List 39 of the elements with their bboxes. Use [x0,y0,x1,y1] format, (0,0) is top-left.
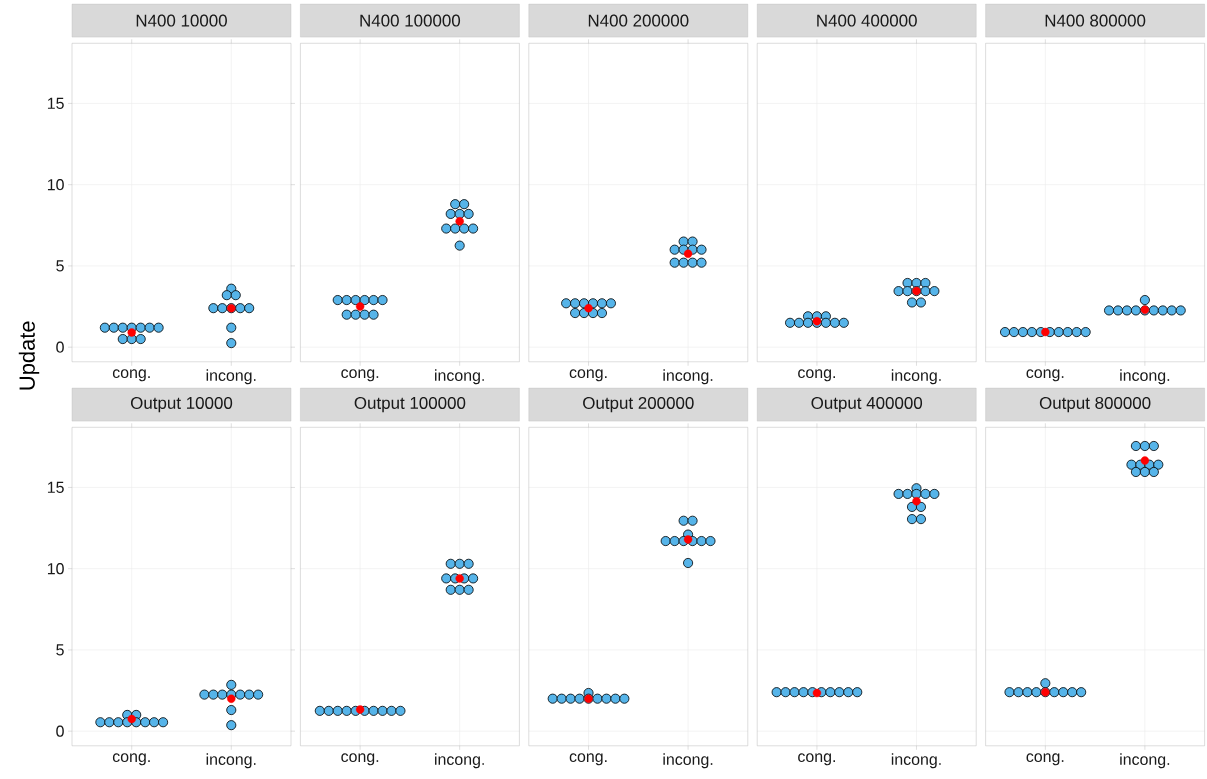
chart-title: Output 400000 [811,396,923,413]
x-tick-label: incong. [891,369,941,385]
x-tick-label: cong. [341,753,379,766]
y-tick-label: 5 [56,260,64,272]
y-tick-label: 0 [56,725,64,737]
x-tick-label: cong. [1026,753,1064,766]
chart-title: N400 10000 [136,14,227,27]
x-tick-label: cong. [1026,369,1064,382]
x-tick-label: incong. [1120,369,1170,385]
chart-title: N400 100000 [360,14,461,27]
x-tick-label: incong. [206,753,256,769]
x-tick-label: incong. [206,369,256,385]
x-tick-label: cong. [112,369,150,382]
x-tick-label: cong. [798,369,835,382]
x-tick-label: incong. [435,753,484,769]
x-tick-label: cong. [341,369,379,382]
x-tick-label: cong. [112,753,150,766]
x-tick-label: incong. [663,753,713,769]
y-tick-label: 0 [56,341,64,353]
x-tick-label: cong. [798,753,835,766]
chart-title: Output 800000 [1039,396,1151,413]
chart-title: Output 200000 [583,396,694,413]
x-tick-label: incong. [663,369,713,385]
y-tick-label: 10 [47,563,64,575]
chart-title: N400 400000 [817,14,917,27]
x-tick-label: cong. [569,753,607,766]
chart-title: N400 200000 [588,14,689,27]
x-tick-label: incong. [1120,753,1170,769]
y-tick-label: 10 [47,179,64,191]
x-tick-label: incong. [891,753,941,769]
x-tick-label: incong. [435,369,484,385]
chart-title: Output 100000 [354,396,466,413]
y-tick-label: 15 [47,481,64,493]
y-tick-label: 5 [56,644,64,656]
y-axis-title: Update [18,321,40,390]
chart-title: Output 10000 [130,396,233,413]
x-tick-label: cong. [569,369,607,382]
chart-title: N400 800000 [1045,14,1146,27]
y-tick-label: 15 [47,97,64,109]
